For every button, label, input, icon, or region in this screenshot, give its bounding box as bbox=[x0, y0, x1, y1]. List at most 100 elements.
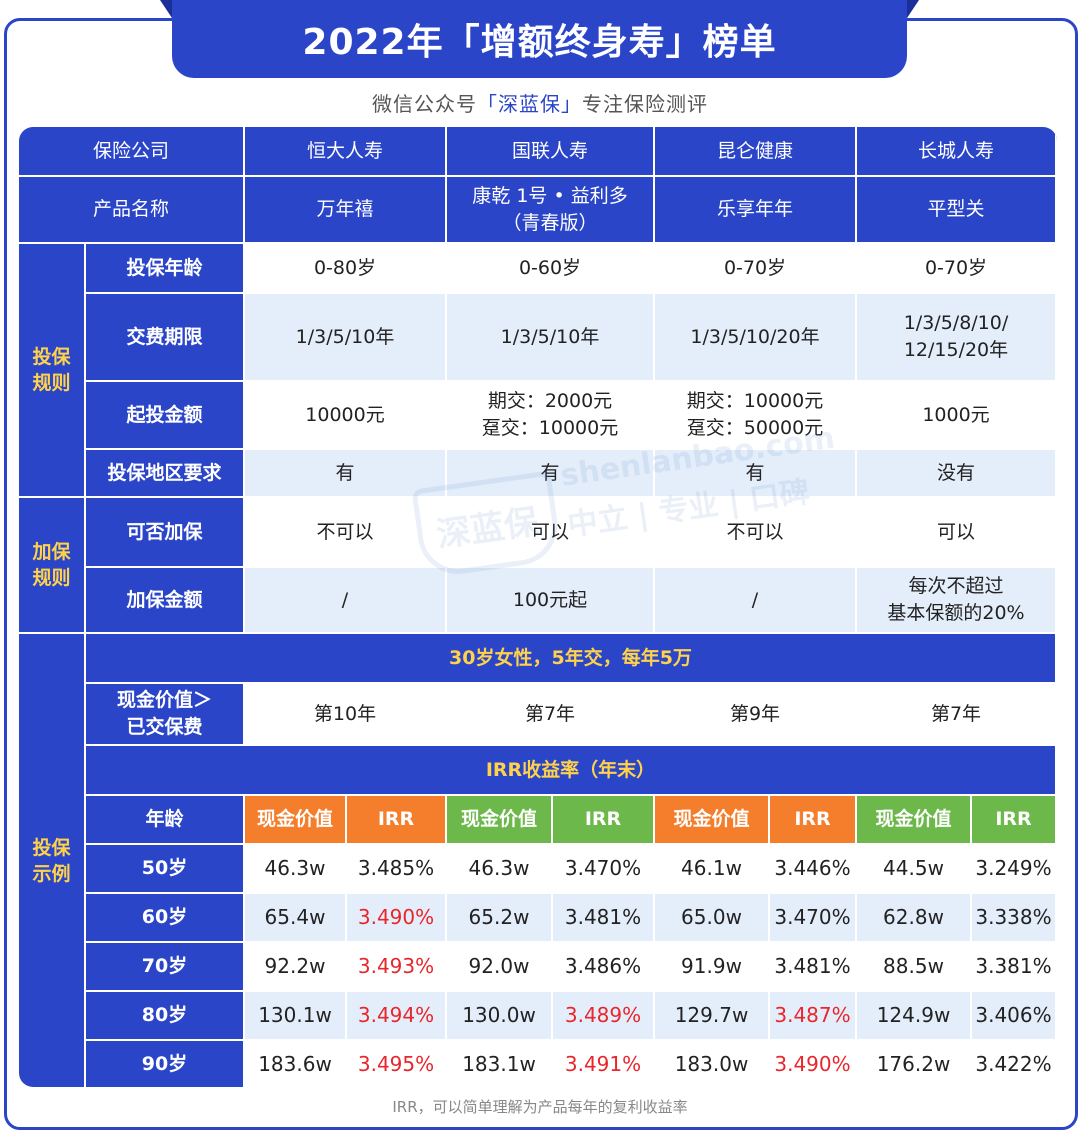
page-title: 2022年「增额终身寿」榜单 bbox=[172, 0, 907, 78]
irr-value: 3.422% bbox=[972, 1041, 1057, 1087]
irr-column-header: IRR bbox=[347, 796, 447, 845]
cash-value-year: 第7年 bbox=[447, 684, 655, 746]
cash-value: 88.5w bbox=[857, 943, 972, 992]
cash-value: 91.9w bbox=[655, 943, 770, 992]
cash-value-column-header: 现金价值 bbox=[447, 796, 553, 845]
cash-value: 44.5w bbox=[857, 845, 972, 894]
irr-title: IRR收益率（年末） bbox=[86, 746, 1057, 796]
add-rule-value: 100元起 bbox=[447, 568, 655, 634]
rule-value: 0-80岁 bbox=[245, 244, 447, 294]
rule-value: 0-70岁 bbox=[857, 244, 1057, 294]
add-rule-value: 不可以 bbox=[655, 498, 857, 568]
age-column-header: 年龄 bbox=[86, 796, 245, 845]
group-label-example: 投保 示例 bbox=[19, 634, 86, 1087]
header-company: 昆仑健康 bbox=[655, 127, 857, 177]
cash-value: 92.0w bbox=[447, 943, 553, 992]
irr-value: 3.487% bbox=[770, 992, 857, 1041]
cash-value-year: 第9年 bbox=[655, 684, 857, 746]
add-rule-label: 可否加保 bbox=[86, 498, 245, 568]
irr-value: 3.338% bbox=[972, 894, 1057, 943]
cash-value: 65.4w bbox=[245, 894, 347, 943]
cash-value: 124.9w bbox=[857, 992, 972, 1041]
rule-value: 有 bbox=[655, 450, 857, 498]
add-rule-value: 可以 bbox=[857, 498, 1057, 568]
cash-value: 183.0w bbox=[655, 1041, 770, 1087]
cash-value: 46.3w bbox=[245, 845, 347, 894]
cash-value: 176.2w bbox=[857, 1041, 972, 1087]
add-rule-value: 不可以 bbox=[245, 498, 447, 568]
irr-value: 3.470% bbox=[553, 845, 655, 894]
irr-value: 3.493% bbox=[347, 943, 447, 992]
cash-value: 183.1w bbox=[447, 1041, 553, 1087]
rule-value: 10000元 bbox=[245, 382, 447, 450]
footnote: IRR，可以简单理解为产品每年的复利收益率 bbox=[392, 1098, 688, 1116]
add-rule-value: / bbox=[245, 568, 447, 634]
irr-value: 3.481% bbox=[553, 894, 655, 943]
example-scenario: 30岁女性，5年交，每年5万 bbox=[86, 634, 1057, 684]
cash-value-column-header: 现金价值 bbox=[655, 796, 770, 845]
comparison-table: 保险公司 恒大人寿 国联人寿 昆仑健康 长城人寿 产品名称 万年禧 康乾 1号 • 益利多 （… bbox=[19, 127, 1057, 1087]
cash-value-year: 第7年 bbox=[857, 684, 1057, 746]
rule-value: 期交：10000元 趸交：50000元 bbox=[655, 382, 857, 450]
age-row-label: 70岁 bbox=[86, 943, 245, 992]
subtitle: 微信公众号「深蓝保」专注保险测评 bbox=[0, 88, 1080, 117]
cash-value: 65.2w bbox=[447, 894, 553, 943]
add-rule-value: 每次不超过 基本保额的20% bbox=[857, 568, 1057, 634]
cash-value: 62.8w bbox=[857, 894, 972, 943]
header-product: 乐享年年 bbox=[655, 177, 857, 244]
header-company-label: 保险公司 bbox=[19, 127, 245, 177]
rule-value: 0-70岁 bbox=[655, 244, 857, 294]
rule-label: 投保地区要求 bbox=[86, 450, 245, 498]
rule-value: 没有 bbox=[857, 450, 1057, 498]
cash-value: 130.0w bbox=[447, 992, 553, 1041]
irr-value: 3.495% bbox=[347, 1041, 447, 1087]
rule-label: 起投金额 bbox=[86, 382, 245, 450]
header-product: 平型关 bbox=[857, 177, 1057, 244]
irr-value: 3.491% bbox=[553, 1041, 655, 1087]
age-row-label: 60岁 bbox=[86, 894, 245, 943]
age-row-label: 50岁 bbox=[86, 845, 245, 894]
rule-value: 1000元 bbox=[857, 382, 1057, 450]
rule-value: 1/3/5/10年 bbox=[447, 294, 655, 382]
cash-value-label: 现金价值＞ 已交保费 bbox=[86, 684, 245, 746]
rule-value: 0-60岁 bbox=[447, 244, 655, 294]
subtitle-prefix: 微信公众号 bbox=[372, 92, 477, 116]
add-rule-value: / bbox=[655, 568, 857, 634]
age-row-label: 90岁 bbox=[86, 1041, 245, 1087]
irr-value: 3.381% bbox=[972, 943, 1057, 992]
irr-value: 3.490% bbox=[770, 1041, 857, 1087]
irr-column-header: IRR bbox=[972, 796, 1057, 845]
title-ear-right bbox=[907, 0, 919, 18]
irr-value: 3.481% bbox=[770, 943, 857, 992]
irr-value: 3.494% bbox=[347, 992, 447, 1041]
rule-value: 有 bbox=[245, 450, 447, 498]
cash-value: 46.1w bbox=[655, 845, 770, 894]
header-product: 康乾 1号 • 益利多 （青春版） bbox=[447, 177, 655, 244]
rule-value: 有 bbox=[447, 450, 655, 498]
irr-value: 3.249% bbox=[972, 845, 1057, 894]
subtitle-brand: 「深蓝保」 bbox=[477, 92, 582, 116]
add-rule-label: 加保金额 bbox=[86, 568, 245, 634]
header-product: 万年禧 bbox=[245, 177, 447, 244]
rule-value: 期交：2000元 趸交：10000元 bbox=[447, 382, 655, 450]
irr-value: 3.489% bbox=[553, 992, 655, 1041]
irr-column-header: IRR bbox=[770, 796, 857, 845]
irr-value: 3.486% bbox=[553, 943, 655, 992]
cash-value-year: 第10年 bbox=[245, 684, 447, 746]
cash-value-column-header: 现金价值 bbox=[857, 796, 972, 845]
header-company: 恒大人寿 bbox=[245, 127, 447, 177]
header-company: 国联人寿 bbox=[447, 127, 655, 177]
header-product-label: 产品名称 bbox=[19, 177, 245, 244]
add-rule-value: 可以 bbox=[447, 498, 655, 568]
irr-value: 3.470% bbox=[770, 894, 857, 943]
rule-value: 1/3/5/10/20年 bbox=[655, 294, 857, 382]
cash-value: 65.0w bbox=[655, 894, 770, 943]
irr-value: 3.406% bbox=[972, 992, 1057, 1041]
cash-value: 129.7w bbox=[655, 992, 770, 1041]
group-label-add: 加保 规则 bbox=[19, 498, 86, 634]
subtitle-suffix: 专注保险测评 bbox=[582, 92, 708, 116]
irr-column-header: IRR bbox=[553, 796, 655, 845]
rule-value: 1/3/5/10年 bbox=[245, 294, 447, 382]
group-label-rules: 投保 规则 bbox=[19, 244, 86, 498]
irr-value: 3.446% bbox=[770, 845, 857, 894]
